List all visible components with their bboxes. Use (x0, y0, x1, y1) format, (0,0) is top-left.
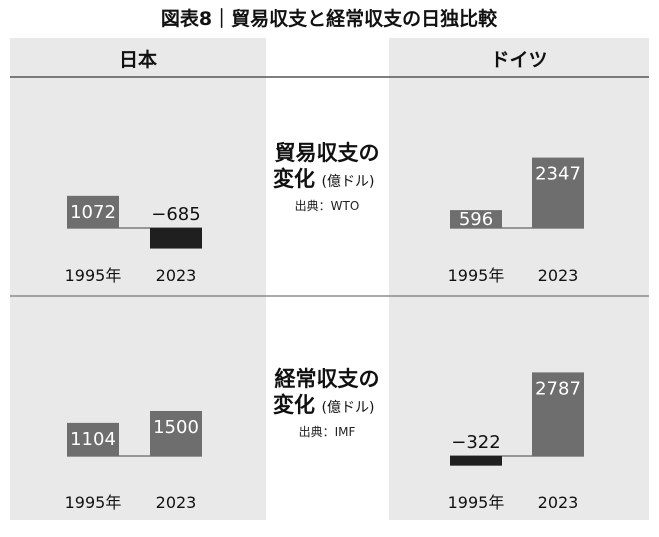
germany-trade-value-label-1: 596 (459, 209, 493, 230)
japan-current-year-label-2: 2023 (156, 493, 197, 512)
figure-title: 図表8｜貿易収支と経常収支の日独比較 (161, 7, 498, 30)
trade-source: 出典：WTO (295, 199, 360, 213)
trade-label-line1: 貿易収支の (275, 141, 380, 165)
germany-current-value-label-2: 2787 (535, 378, 581, 399)
japan-panel (10, 38, 266, 520)
japan-trade-bar-1 (67, 195, 119, 228)
header-germany: ドイツ (490, 49, 547, 71)
japan-trade-value-label-2: −685 (151, 204, 200, 225)
germany-current-year-label-2: 2023 (538, 493, 579, 512)
japan-current-value-label-2: 1500 (153, 417, 199, 438)
germany-current-year-label-1: 1995年 (448, 493, 505, 512)
current-label-change: 変化 (273, 393, 315, 417)
germany-trade-value-label-2: 2347 (535, 164, 581, 185)
germany-panel (389, 38, 649, 520)
germany-trade-year-label-2: 2023 (538, 266, 579, 285)
germany-trade-bar-1 (450, 210, 502, 228)
germany-trade-bar-2 (532, 157, 584, 228)
japan-current-bar-2 (150, 411, 202, 456)
current-source: 出典：IMF (299, 425, 356, 439)
japan-current-year-label-1: 1995年 (65, 493, 122, 512)
japan-trade-bar-2 (150, 228, 202, 249)
trade-label-unit: (億ドル) (322, 174, 375, 190)
japan-trade-year-label-1: 1995年 (65, 266, 122, 285)
current-label-line1: 経常収支の (275, 367, 380, 391)
japan-trade-year-label-2: 2023 (156, 266, 197, 285)
japan-current-bar-1 (67, 422, 119, 456)
header-japan: 日本 (119, 48, 157, 71)
japan-current-value-label-1: 1104 (70, 429, 116, 450)
germany-current-bar-2 (532, 372, 584, 456)
germany-trade-year-label-1: 1995年 (448, 266, 505, 285)
germany-current-bar-1 (450, 456, 502, 466)
trade-label-change: 変化 (273, 167, 315, 191)
bar-charts: 1072 1995年 −685 2023 596 1995年 2347 2023 1104 199… (65, 157, 584, 512)
germany-current-value-label-1: −322 (451, 432, 500, 453)
current-label-unit: (億ドル) (322, 400, 375, 416)
japan-trade-value-label-1: 1072 (70, 202, 116, 223)
